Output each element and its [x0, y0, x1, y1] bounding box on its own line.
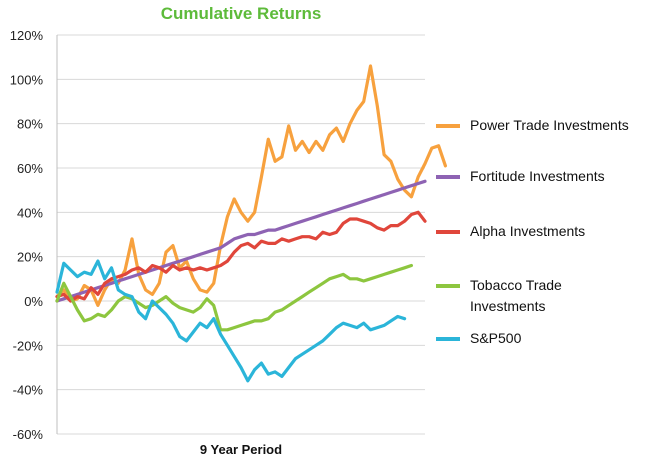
y-tick-label: 40% — [17, 205, 43, 220]
y-tick-label: 100% — [10, 72, 44, 87]
x-axis-label: 9 Year Period — [200, 442, 282, 457]
y-tick-label: -40% — [13, 383, 44, 398]
legend-label: Alpha Investments — [470, 223, 585, 239]
series-line-fortitude-investments — [55, 179, 427, 303]
series-lines — [55, 64, 447, 383]
y-tick-label: 80% — [17, 117, 43, 132]
legend-label: Tobacco Trade — [470, 277, 562, 293]
gridlines — [57, 34, 425, 435]
legend-item: Power Trade Investments — [436, 117, 629, 133]
legend-item: Fortitude Investments — [436, 168, 605, 184]
series-line-tobacco-trade-investments — [55, 263, 413, 332]
legend-label: Fortitude Investments — [470, 168, 605, 184]
legend-item: Alpha Investments — [436, 223, 585, 239]
y-tick-label: -60% — [13, 427, 44, 442]
legend-label: Investments — [470, 298, 545, 314]
series-line-alpha-investments — [55, 210, 427, 303]
legend-item: S&P500 — [436, 330, 522, 346]
series-line-power-trade-investments — [55, 64, 447, 307]
y-axis-tick-labels: -60% -40% -20% 0% 20% 40% 60% 80% 100% 120% — [10, 28, 44, 442]
series-line-s-p500 — [55, 259, 407, 383]
y-tick-label: 0% — [24, 294, 43, 309]
chart-title: Cumulative Returns — [161, 4, 322, 23]
y-tick-label: 60% — [17, 161, 43, 176]
y-tick-label: -20% — [13, 338, 44, 353]
legend-item: Tobacco Trade Investments — [436, 277, 562, 314]
legend: Power Trade Investments Fortitude Investm… — [436, 117, 629, 346]
legend-label: S&P500 — [470, 330, 522, 346]
legend-label: Power Trade Investments — [470, 117, 629, 133]
y-tick-label: 20% — [17, 250, 43, 265]
y-tick-label: 120% — [10, 28, 44, 43]
